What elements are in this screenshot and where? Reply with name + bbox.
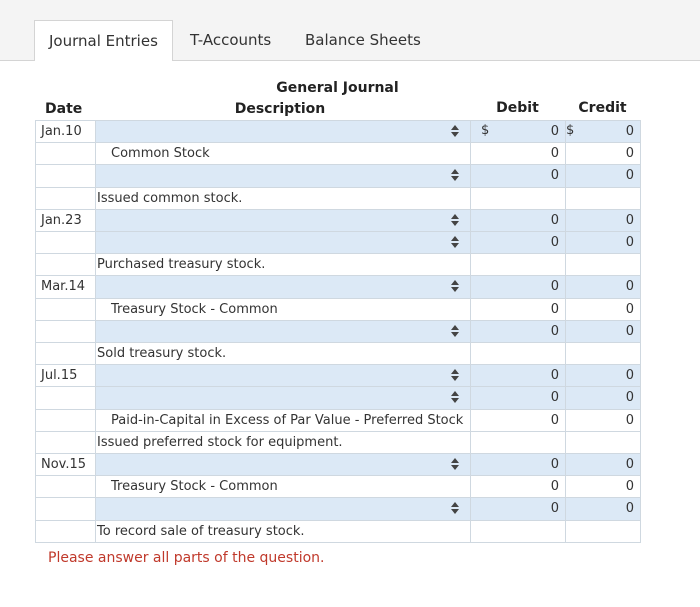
credit-cell — [565, 253, 641, 277]
date-cell[interactable]: Mar.14 — [35, 275, 96, 299]
debit-cell[interactable]: 0 — [470, 475, 566, 499]
date-cell[interactable]: Jan.23 — [35, 208, 96, 232]
credit-cell[interactable]: 0 — [565, 208, 641, 232]
select-arrows[interactable] — [451, 213, 459, 226]
description-cell[interactable] — [95, 497, 471, 521]
description-cell[interactable]: Treasury Stock - Common — [95, 475, 471, 499]
date-cell — [35, 297, 96, 321]
description-cell[interactable]: Treasury Stock - Common — [95, 297, 471, 321]
debit-cell — [470, 430, 566, 454]
credit-cell — [565, 519, 641, 543]
date-cell[interactable]: Jan.10 — [35, 120, 96, 144]
credit-cell[interactable]: 0 — [565, 231, 641, 255]
description-cell: Issued common stock. — [95, 186, 471, 210]
description-cell[interactable] — [95, 453, 471, 477]
credit-cell — [565, 430, 641, 454]
debit-cell[interactable]: 0 — [470, 364, 566, 388]
description-cell[interactable] — [95, 164, 471, 188]
date-header: Date — [45, 101, 83, 117]
tab[interactable]: T-Accounts — [190, 31, 272, 49]
date-cell[interactable]: Jul.15 — [35, 364, 96, 388]
credit-cell[interactable]: 0 — [565, 475, 641, 499]
select-arrows[interactable] — [451, 502, 459, 515]
credit-cell[interactable]: 0 — [565, 142, 641, 166]
description-cell: To record sale of treasury stock. — [95, 519, 471, 543]
description-cell[interactable] — [95, 231, 471, 255]
description-cell[interactable] — [95, 275, 471, 299]
debit-cell[interactable]: 0 — [470, 164, 566, 188]
credit-header: Credit — [578, 100, 627, 116]
date-cell — [35, 408, 96, 432]
select-arrows[interactable] — [451, 324, 459, 337]
date-cell — [35, 231, 96, 255]
debit-cell — [470, 519, 566, 543]
debit-cell[interactable]: 0 — [470, 142, 566, 166]
select-arrows[interactable] — [451, 169, 459, 182]
debit-cell[interactable]: 0 — [470, 408, 566, 432]
debit-cell — [470, 253, 566, 277]
select-arrows[interactable] — [451, 280, 459, 293]
credit-cell[interactable]: 0 — [565, 164, 641, 188]
description-cell[interactable] — [95, 120, 471, 144]
select-arrows[interactable] — [451, 458, 459, 470]
date-cell — [35, 164, 96, 188]
select-arrows[interactable] — [451, 236, 459, 248]
date-cell — [35, 319, 96, 343]
description-cell[interactable]: Paid-in-Capital in Excess of Par Value -… — [95, 408, 471, 432]
debit-cell[interactable]: 0 — [470, 231, 566, 255]
description-cell[interactable] — [95, 364, 471, 388]
debit-header: Debit — [496, 100, 539, 116]
date-cell[interactable]: Nov.15 — [35, 453, 96, 477]
description-cell[interactable] — [95, 319, 471, 343]
credit-cell[interactable]: 0 — [565, 386, 641, 410]
description-cell: Purchased treasury stock. — [95, 253, 471, 277]
tab[interactable]: Journal Entries — [34, 20, 173, 61]
description-cell[interactable] — [95, 386, 471, 410]
date-cell — [35, 475, 96, 499]
journal-title: General Journal — [276, 80, 399, 96]
debit-currency: $ — [481, 123, 490, 138]
credit-cell[interactable]: 0 — [565, 120, 641, 144]
date-cell — [35, 519, 96, 543]
date-cell — [35, 386, 96, 410]
description-cell[interactable]: Common Stock — [95, 142, 471, 166]
debit-cell[interactable]: 0 — [470, 319, 566, 343]
debit-cell[interactable]: 0 — [470, 386, 566, 410]
debit-cell[interactable]: 0 — [470, 453, 566, 477]
date-cell — [35, 342, 96, 366]
date-cell — [35, 497, 96, 521]
credit-currency: $ — [566, 123, 575, 138]
select-arrows[interactable] — [451, 391, 459, 404]
footer-note: Please answer all parts of the question. — [48, 550, 325, 566]
description-cell: Issued preferred stock for equipment. — [95, 430, 471, 454]
debit-cell[interactable]: 0 — [470, 208, 566, 232]
debit-cell — [470, 186, 566, 210]
debit-cell — [470, 342, 566, 366]
date-cell — [35, 430, 96, 454]
description-cell[interactable] — [95, 208, 471, 232]
date-cell — [35, 186, 96, 210]
date-cell — [35, 253, 96, 277]
credit-cell[interactable]: 0 — [565, 275, 641, 299]
description-cell: Sold treasury stock. — [95, 342, 471, 366]
credit-cell[interactable]: 0 — [565, 497, 641, 521]
credit-cell[interactable]: 0 — [565, 319, 641, 343]
date-cell — [35, 142, 96, 166]
debit-cell[interactable]: 0 — [470, 497, 566, 521]
credit-cell[interactable]: 0 — [565, 408, 641, 432]
credit-cell[interactable]: 0 — [565, 297, 641, 321]
credit-cell — [565, 342, 641, 366]
credit-cell[interactable]: 0 — [565, 364, 641, 388]
credit-cell — [565, 186, 641, 210]
select-arrows[interactable] — [451, 369, 459, 382]
debit-cell[interactable]: 0 — [470, 297, 566, 321]
tab[interactable]: Balance Sheets — [305, 31, 421, 49]
description-header: Description — [234, 101, 326, 117]
select-arrows[interactable] — [451, 125, 459, 137]
credit-cell[interactable]: 0 — [565, 453, 641, 477]
debit-cell[interactable]: 0 — [470, 275, 566, 299]
